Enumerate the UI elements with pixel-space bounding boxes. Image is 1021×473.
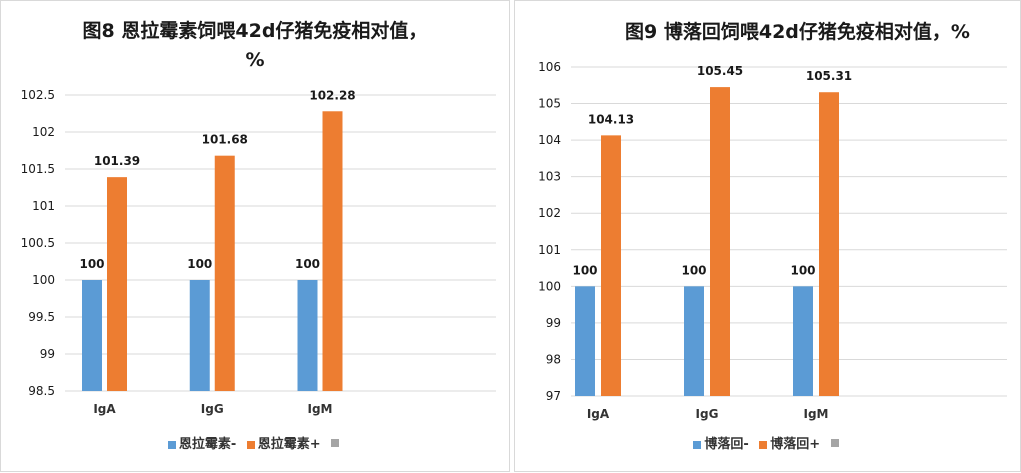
- y-tick-label: 100: [538, 279, 561, 293]
- data-label: 100: [790, 263, 815, 277]
- chart-panel-right: 图9 博落回饲喂42d仔猪免疫相对值，% 97 98 99 100 101 102 103 1…: [514, 0, 1021, 472]
- y-tick-label: 97: [546, 389, 561, 403]
- legend-swatch: [830, 438, 839, 447]
- bar-IgA-恩拉霉素-: [82, 280, 102, 391]
- y-tick-label: 105: [538, 97, 561, 111]
- y-tick-label: 99: [40, 347, 55, 361]
- legend-left: 恩拉霉素- 恩拉霉素+: [1, 433, 509, 452]
- chart-title-line2: %: [245, 49, 265, 71]
- y-tick-label: 100: [32, 273, 55, 287]
- category-label: IgM: [308, 402, 333, 416]
- legend-label: 博落回+: [770, 437, 821, 452]
- category-label: IgG: [201, 402, 224, 416]
- y-tick-label: 106: [538, 60, 561, 74]
- chart-plot-left: 98.5 99 99.5 100 100.5 101 101.5 102 102.5 100 101…: [21, 88, 496, 416]
- bar-IgG-博落回+: [710, 87, 730, 396]
- data-label: 101.68: [202, 133, 248, 147]
- category-label: IgG: [696, 407, 719, 421]
- bar-IgM-博落回-: [793, 286, 813, 396]
- legend-item-plus: 恩拉霉素+: [246, 433, 321, 452]
- category-label: IgA: [587, 407, 610, 421]
- legend-right: 博落回- 博落回+: [515, 433, 1020, 452]
- y-tick-label: 101: [538, 243, 561, 257]
- data-label: 102.28: [309, 88, 355, 102]
- y-tick-label: 102.5: [21, 88, 55, 102]
- bar-IgG-恩拉霉素+: [214, 155, 235, 391]
- y-tick-label: 102: [32, 125, 55, 139]
- bar-IgA-博落回-: [575, 286, 595, 396]
- y-tick-label: 99: [546, 316, 561, 330]
- data-label: 105.31: [806, 69, 852, 83]
- legend-swatch: [331, 438, 340, 447]
- bar-IgM-恩拉霉素+: [322, 111, 343, 391]
- bar-IgG-博落回-: [684, 286, 704, 396]
- legend-label: 恩拉霉素-: [178, 437, 237, 452]
- bar-IgG-恩拉霉素-: [189, 280, 210, 391]
- category-label: IgA: [93, 402, 116, 416]
- legend-item-minus: 博落回-: [693, 433, 749, 452]
- y-tick-label: 101: [32, 199, 55, 213]
- legend-item-minus: 恩拉霉素-: [167, 433, 237, 452]
- legend-label: 博落回-: [704, 437, 749, 452]
- data-label: 100: [572, 263, 597, 277]
- y-tick-label: 100.5: [21, 236, 55, 250]
- data-label: 105.45: [697, 64, 743, 78]
- category-label: IgM: [804, 407, 829, 421]
- bar-IgM-恩拉霉素-: [297, 280, 318, 391]
- chart-plot-right: 97 98 99 100 101 102 103 104 105 106 100 104.13 IgA 1…: [538, 60, 1007, 421]
- y-tick-label: 98.5: [28, 384, 55, 398]
- legend-label: 恩拉霉素+: [257, 437, 321, 452]
- y-tick-label: 103: [538, 170, 561, 184]
- chart-title-line1: 图8 恩拉霉素饲喂42d仔猪免疫相对值，: [82, 20, 428, 42]
- legend-item-empty: [830, 435, 842, 450]
- legend-item-plus: 博落回+: [759, 433, 820, 452]
- y-tick-label: 99.5: [28, 310, 55, 324]
- chart-panel-left: 图8 恩拉霉素饲喂42d仔猪免疫相对值， % 98.5 99 99.5 100 100.…: [0, 0, 510, 472]
- y-tick-label: 101.5: [21, 162, 55, 176]
- data-label: 100: [187, 257, 212, 271]
- data-label: 100: [79, 257, 104, 271]
- y-tick-label: 98: [546, 352, 561, 366]
- legend-swatch: [693, 440, 702, 449]
- bar-IgA-博落回+: [601, 135, 621, 396]
- data-label: 100: [295, 257, 320, 271]
- legend-swatch: [246, 440, 255, 449]
- data-label: 100: [681, 263, 706, 277]
- legend-swatch: [167, 440, 176, 449]
- data-label: 101.39: [94, 154, 140, 168]
- legend-item-empty: [331, 435, 342, 450]
- y-tick-label: 104: [538, 133, 561, 147]
- chart-title-line1: 图9 博落回饲喂42d仔猪免疫相对值，%: [625, 21, 970, 43]
- y-tick-label: 102: [538, 206, 561, 220]
- data-label: 104.13: [588, 112, 634, 126]
- legend-swatch: [759, 440, 768, 449]
- bar-IgM-博落回+: [819, 92, 839, 397]
- bar-IgA-恩拉霉素+: [107, 177, 127, 391]
